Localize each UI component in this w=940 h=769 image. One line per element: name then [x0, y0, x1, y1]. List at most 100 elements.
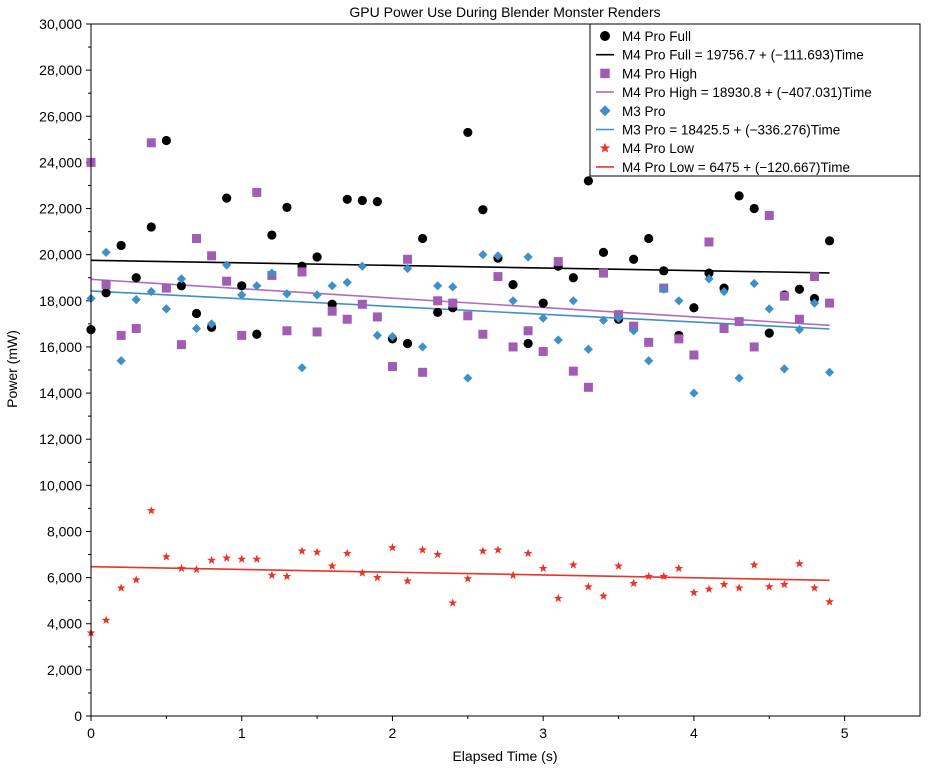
point-m4-pro-high — [568, 366, 578, 376]
point-m3-pro — [478, 250, 488, 260]
point-m4-pro-low — [795, 559, 804, 568]
point-m4-pro-full — [568, 273, 578, 283]
x-tick-label: 2 — [389, 725, 397, 741]
point-m4-pro-low — [192, 564, 201, 574]
point-m4-pro-high — [146, 138, 156, 148]
point-m4-pro-low — [116, 583, 126, 592]
point-m4-pro-full — [794, 284, 805, 294]
point-m4-pro-full — [342, 194, 352, 204]
fit-line-m4-pro-high — [90, 278, 830, 327]
point-m4-pro-low — [101, 615, 111, 624]
y-tick-label: 2,000 — [47, 662, 82, 678]
fit-lines — [90, 259, 830, 582]
point-m4-pro-low — [418, 545, 427, 554]
point-m4-pro-full — [689, 303, 699, 313]
point-m4-pro-high — [387, 362, 397, 372]
y-tick-label: 8,000 — [47, 523, 82, 539]
point-m4-pro-low — [373, 573, 382, 582]
point-m4-pro-full — [312, 252, 322, 262]
x-tick-label: 0 — [87, 725, 95, 741]
point-m4-pro-low — [674, 563, 684, 573]
legend-label: M3 Pro — [622, 104, 666, 119]
point-m4-pro-full — [598, 247, 609, 257]
point-m3-pro — [613, 313, 624, 323]
point-m4-pro-high — [357, 299, 367, 309]
point-m4-pro-low — [357, 568, 367, 577]
point-m4-pro-low — [779, 579, 789, 589]
point-m4-pro-high — [418, 367, 428, 377]
point-m4-pro-high — [131, 323, 141, 333]
point-m4-pro-low — [810, 583, 819, 592]
point-m4-pro-full — [161, 135, 171, 146]
y-tick-label: 20,000 — [39, 247, 82, 263]
y-tick-label: 14,000 — [39, 385, 82, 401]
point-m4-pro-low — [237, 554, 247, 563]
point-m4-pro-high — [463, 311, 473, 321]
point-m4-pro-high — [508, 342, 518, 352]
point-m4-pro-low — [267, 570, 277, 580]
point-m4-pro-full — [523, 338, 533, 349]
point-m4-pro-full — [433, 307, 443, 317]
point-m4-pro-high — [764, 210, 774, 220]
point-m4-pro-full — [101, 288, 111, 298]
legend-marker-m4-pro-high — [600, 68, 610, 79]
point-m4-pro-high — [282, 326, 292, 336]
point-m3-pro — [433, 281, 443, 291]
legend-box — [589, 23, 921, 177]
point-m4-pro-low — [312, 547, 322, 556]
point-m4-pro-high — [538, 347, 548, 357]
point-m3-pro — [553, 335, 563, 345]
point-m3-pro — [629, 326, 639, 336]
point-m4-pro-high — [598, 268, 608, 278]
point-m3-pro — [101, 247, 111, 257]
point-m4-pro-low — [704, 584, 714, 593]
point-m3-pro — [508, 296, 518, 306]
point-m4-pro-low — [568, 560, 578, 569]
point-m4-pro-low — [508, 570, 518, 580]
point-m3-pro — [583, 344, 593, 354]
point-m4-pro-low — [463, 574, 473, 583]
point-m4-pro-low — [614, 561, 623, 570]
y-tick-label: 16,000 — [39, 339, 82, 355]
point-m4-pro-full — [764, 328, 774, 338]
point-m3-pro — [146, 286, 156, 297]
point-m4-pro-full — [267, 230, 277, 240]
point-m4-pro-low — [388, 543, 397, 552]
point-m3-pro — [463, 373, 473, 383]
point-m4-pro-high — [207, 251, 217, 261]
point-m4-pro-full — [644, 233, 654, 244]
point-m3-pro — [674, 296, 684, 306]
point-m4-pro-high — [749, 342, 759, 352]
point-m4-pro-full — [418, 233, 428, 244]
point-m4-pro-low — [553, 593, 563, 603]
point-m3-pro — [252, 281, 262, 291]
point-m4-pro-full — [629, 254, 639, 264]
point-m4-pro-full — [282, 202, 292, 212]
point-m4-pro-high — [809, 272, 819, 282]
x-axis-title: Elapsed Time (s) — [452, 748, 557, 764]
point-m4-pro-high — [192, 234, 202, 244]
point-m4-pro-full — [252, 329, 262, 339]
fit-line-m4-pro-low — [90, 565, 830, 582]
point-m4-pro-high — [825, 298, 835, 308]
point-m4-pro-full — [402, 338, 413, 349]
point-m3-pro — [131, 295, 141, 305]
point-m4-pro-low — [719, 579, 729, 589]
y-tick-label: 22,000 — [39, 201, 82, 217]
y-tick-label: 10,000 — [39, 477, 82, 493]
point-m4-pro-full — [583, 176, 594, 186]
point-m4-pro-high — [719, 323, 729, 333]
point-m4-pro-low — [764, 582, 774, 591]
point-m4-pro-high — [553, 257, 563, 267]
x-tick-label: 1 — [238, 725, 246, 741]
point-m4-pro-low — [629, 578, 638, 588]
point-m4-pro-full — [116, 240, 126, 251]
legend-label: M4 Pro High = 18930.8 + (−407.031)Time — [622, 85, 872, 100]
y-tick-label: 4,000 — [47, 616, 82, 632]
point-m4-pro-high — [433, 296, 443, 306]
point-m3-pro — [116, 356, 126, 366]
point-m3-pro — [598, 315, 609, 326]
point-m3-pro — [327, 281, 337, 291]
